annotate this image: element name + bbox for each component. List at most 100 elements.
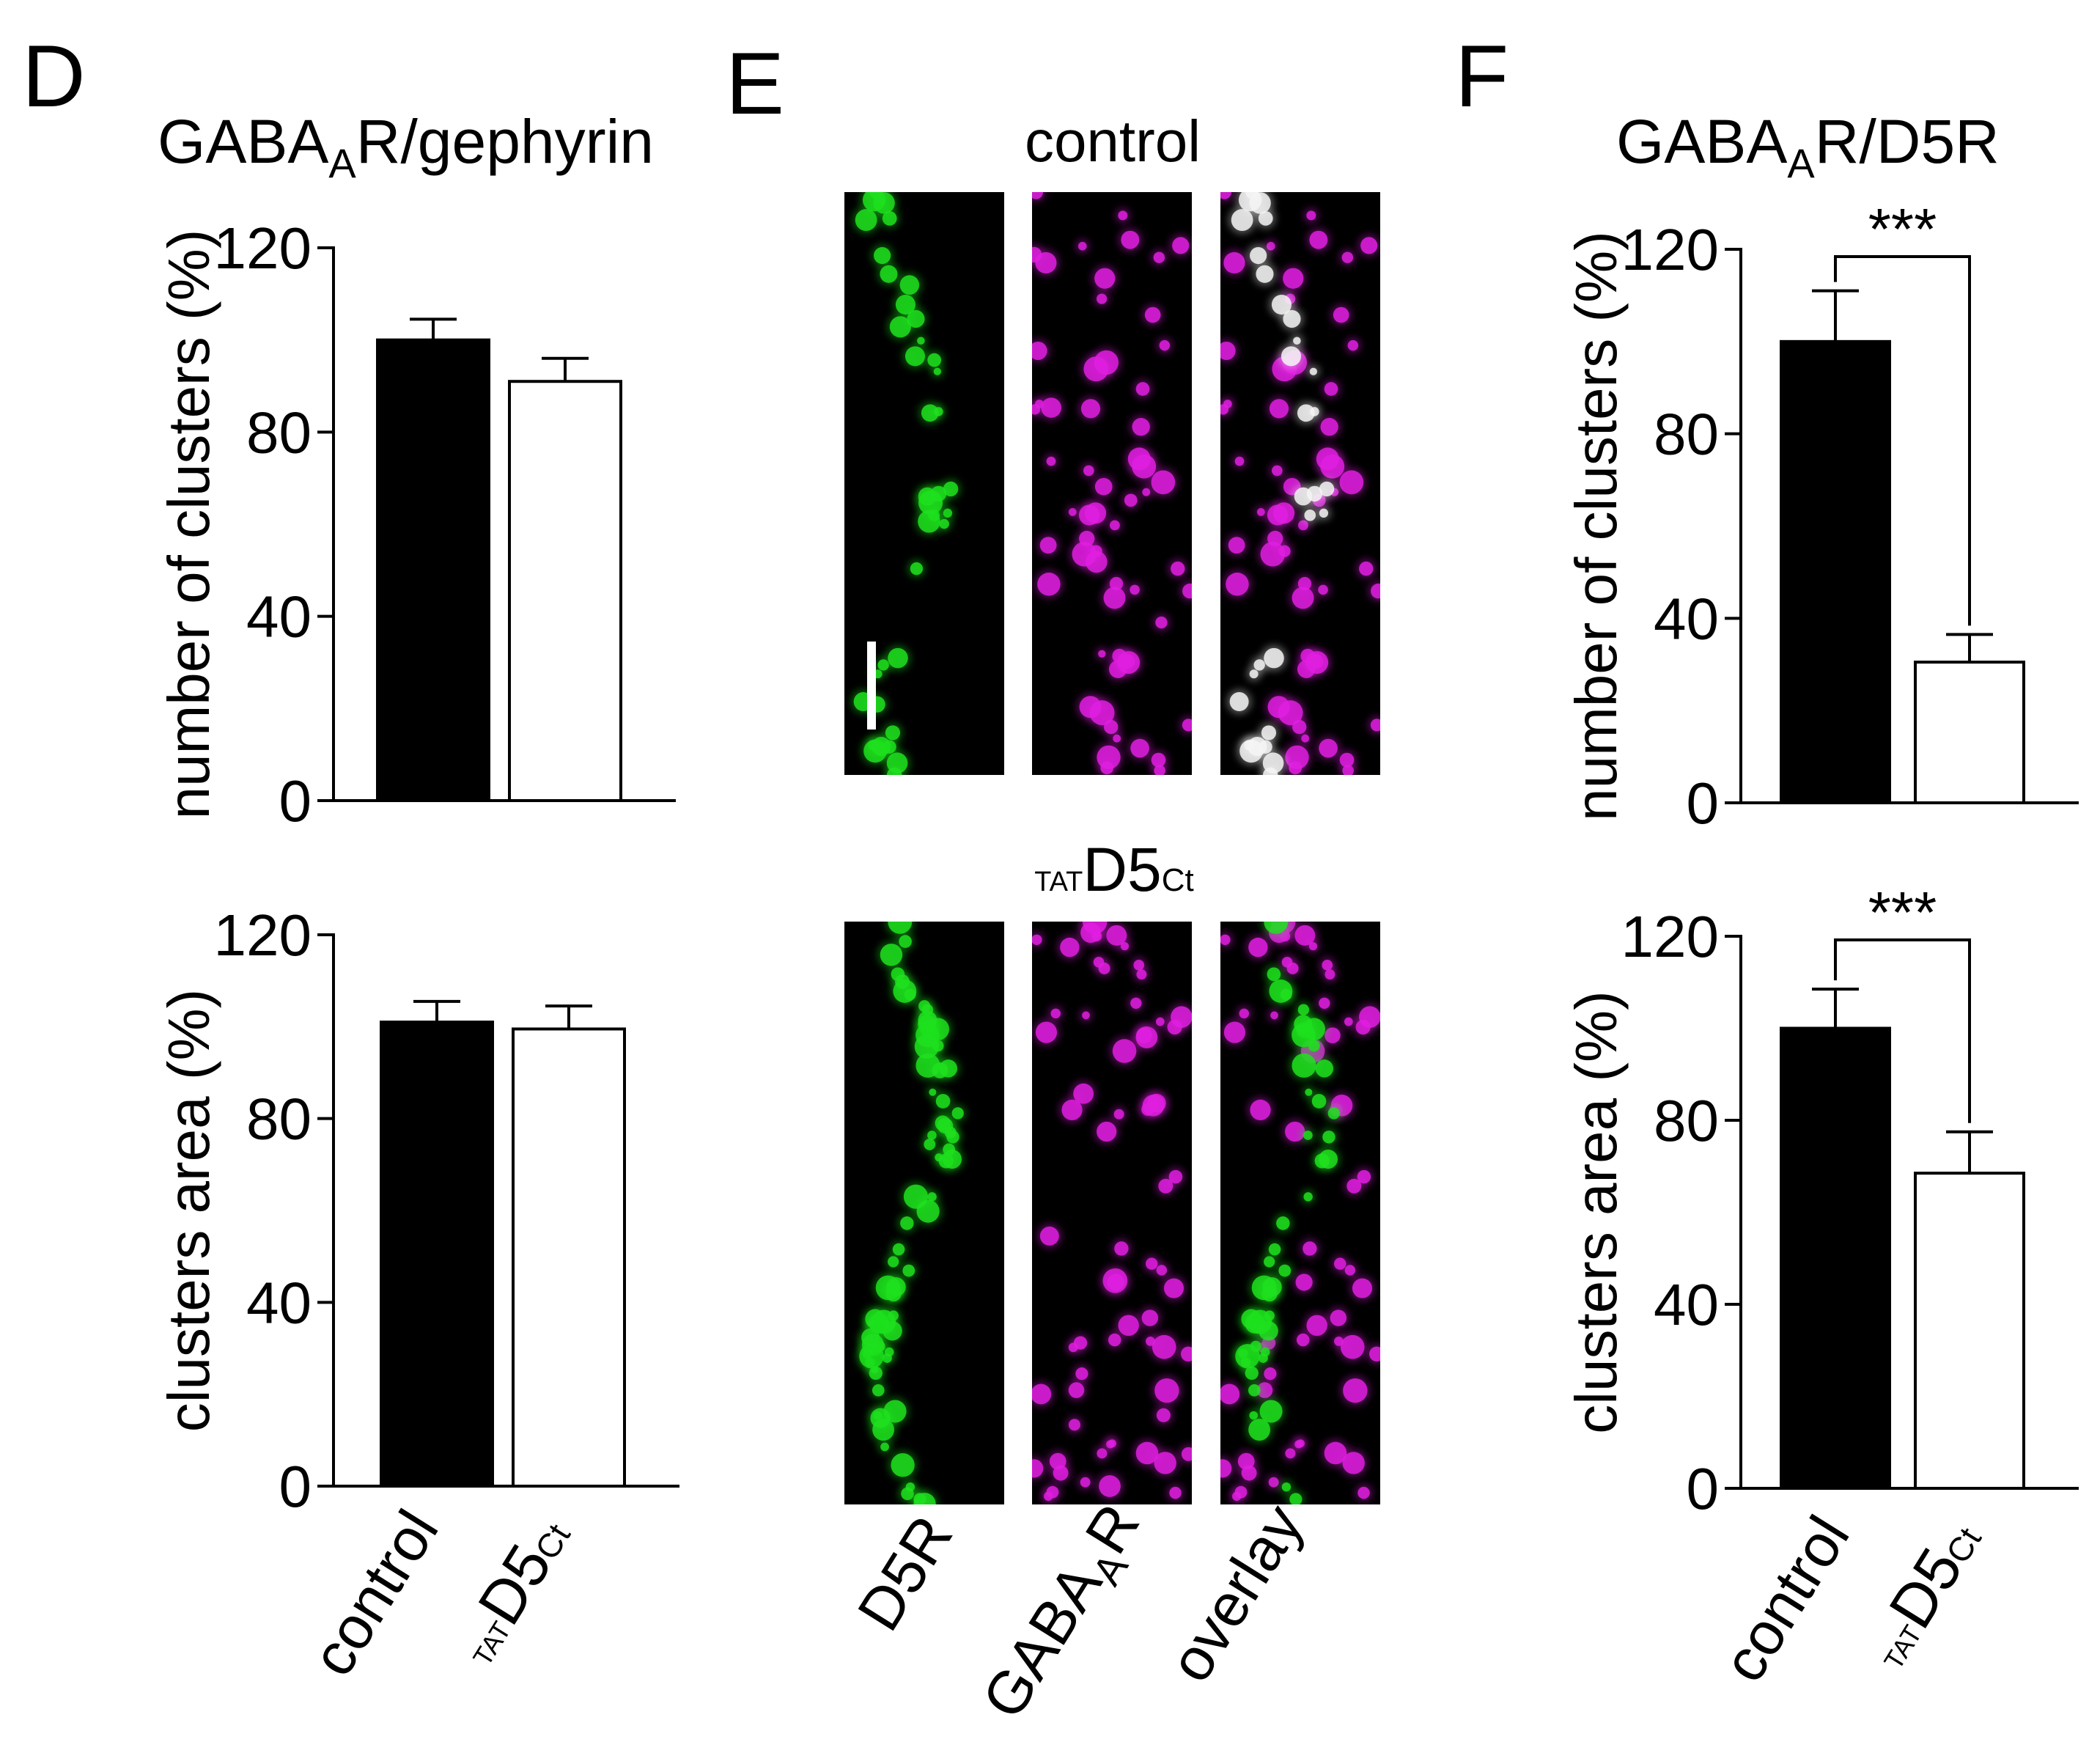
punctum (880, 1442, 889, 1452)
punctum (1032, 1383, 1052, 1405)
punctum (883, 1320, 902, 1341)
punctum (1094, 268, 1116, 289)
punctum (1297, 404, 1315, 422)
punctum (1223, 251, 1245, 274)
punctum (1220, 341, 1236, 361)
bar-tatd5ct (508, 380, 622, 802)
punctum (1135, 1026, 1158, 1048)
punctum (1046, 456, 1056, 466)
punctum (1080, 399, 1101, 419)
panel-letter-d: D (22, 27, 86, 125)
punctum (1311, 1094, 1327, 1109)
punctum (1250, 1099, 1271, 1121)
panel-e-top-label: control (1025, 109, 1201, 174)
punctum (943, 1143, 956, 1156)
panel-d-title: GABAAR/gephyrin (158, 107, 654, 186)
punctum (1109, 520, 1120, 531)
punctum (1231, 1491, 1242, 1502)
f-xlabel-tatd5ct: TATD5Ct (1852, 1507, 1994, 1678)
punctum (895, 294, 916, 315)
punctum (1043, 1491, 1053, 1502)
punctum (1325, 1027, 1341, 1044)
punctum (1305, 1088, 1313, 1096)
punctum (874, 246, 891, 265)
punctum (905, 346, 926, 367)
punctum (1267, 530, 1283, 547)
punctum (1113, 1109, 1124, 1120)
punctum (1151, 470, 1176, 495)
punctum (1262, 1277, 1282, 1297)
punctum (1268, 1243, 1281, 1256)
punctum (1359, 561, 1374, 576)
punctum (1068, 1342, 1078, 1353)
micrograph-control-d5r (844, 192, 1004, 775)
punctum (895, 974, 910, 989)
punctum (935, 1153, 943, 1162)
punctum (1158, 1178, 1174, 1194)
punctum (1114, 1241, 1129, 1256)
punctum (1344, 1265, 1356, 1276)
punctum (1283, 268, 1304, 289)
punctum (1068, 1382, 1085, 1398)
bar-tatd5ct (1914, 661, 2025, 805)
punctum (1296, 1333, 1310, 1347)
punctum (901, 1487, 914, 1501)
punctum (1295, 1274, 1313, 1291)
punctum (921, 404, 939, 422)
punctum (1226, 573, 1249, 596)
panel-f-title: GABAAR/D5R (1616, 107, 2000, 186)
punctum (935, 1094, 951, 1109)
punctum (1308, 941, 1318, 951)
punctum (1182, 719, 1192, 732)
punctum (888, 922, 913, 934)
panel-letter-e: E (726, 34, 784, 133)
punctum (1077, 241, 1087, 251)
punctum (1039, 1226, 1059, 1246)
significance-bracket (1834, 938, 1971, 1123)
panel-letter-f: F (1455, 27, 1508, 125)
punctum (1319, 1150, 1338, 1169)
punctum (870, 1408, 891, 1428)
punctum (1269, 980, 1293, 1003)
punctum (1340, 1334, 1365, 1359)
f-xlabel-control: control (1710, 1505, 1863, 1694)
punctum (1319, 481, 1335, 497)
punctum (918, 490, 943, 515)
e-column-label-gabaar: GABAAR (970, 1493, 1160, 1735)
punctum (1250, 1340, 1261, 1352)
panel-e-mid-label: TATD5Ct (1034, 835, 1194, 904)
punctum (1032, 192, 1044, 199)
y-tick-label: 80 (246, 400, 312, 465)
punctum (1301, 734, 1310, 743)
punctum (888, 1256, 899, 1268)
punctum (932, 1062, 948, 1078)
y-tick-label: 80 (1654, 402, 1719, 467)
punctum (1318, 584, 1328, 595)
punctum (924, 1138, 936, 1150)
punctum (1097, 1121, 1117, 1142)
punctum (1267, 504, 1289, 526)
punctum (885, 725, 901, 740)
punctum (913, 1493, 936, 1504)
punctum (1181, 1447, 1192, 1461)
punctum (1112, 1039, 1137, 1063)
punctum (1154, 765, 1165, 775)
punctum (1035, 1021, 1058, 1043)
punctum (1249, 192, 1271, 214)
punctum (1256, 265, 1274, 283)
punctum (1049, 1452, 1066, 1470)
punctum (899, 935, 912, 948)
bar-control (1780, 1026, 1891, 1490)
punctum (1320, 454, 1345, 479)
punctum (1108, 1333, 1121, 1347)
y-tick-label: 0 (279, 1454, 312, 1519)
punctum (1248, 737, 1267, 757)
punctum (929, 1088, 937, 1096)
punctum (1294, 487, 1313, 506)
punctum (1041, 397, 1061, 418)
punctum (1322, 1131, 1335, 1144)
punctum (1098, 650, 1106, 658)
punctum (1270, 1011, 1278, 1020)
punctum (892, 1243, 905, 1256)
punctum (900, 1216, 914, 1230)
